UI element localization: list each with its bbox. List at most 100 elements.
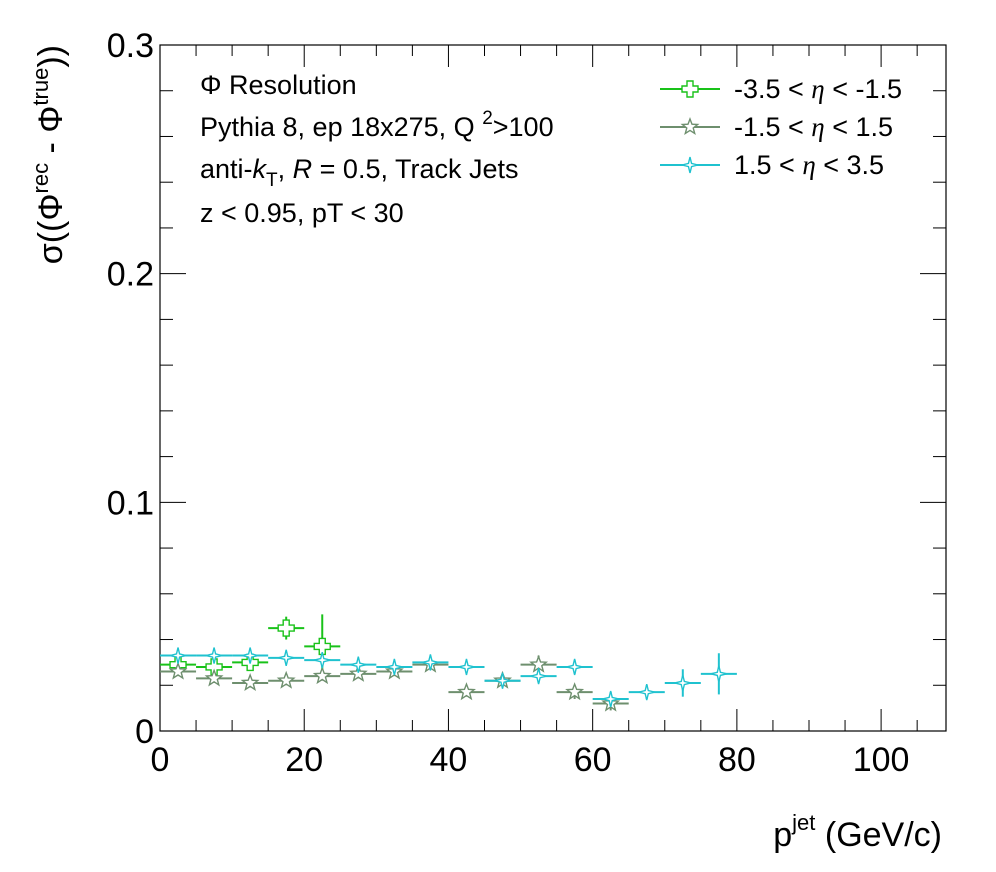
data-point [700, 653, 737, 695]
legend-label-1-post: < -1.5 [825, 74, 902, 104]
annotation-line-1: Φ Resolution [200, 70, 357, 100]
point-marker [204, 668, 224, 687]
annotation-line-2-pre: Pythia 8, ep 18x275, Q [200, 112, 482, 142]
legend-entry-3: 1.5 < η < 3.5 [660, 150, 884, 180]
legend-label-3: 1.5 < η < 3.5 [734, 150, 884, 180]
data-point [268, 649, 305, 666]
point-marker [566, 658, 583, 676]
data-point [376, 658, 413, 676]
x-axis-title-tail: (GeV/c) [815, 816, 942, 854]
data-point [196, 668, 233, 687]
legend-marker-shape [680, 117, 700, 136]
series-3 [160, 647, 737, 708]
annotation-line-2: Pythia 8, ep 18x275, Q 2>100 [200, 108, 554, 142]
x-tick-label: 0 [151, 741, 170, 779]
y-axis-title-sup-true: true [28, 68, 53, 106]
y-axis-title-sup-rec: rec [28, 163, 53, 194]
y-axis-title-post: )) [32, 45, 70, 68]
point-marker [348, 663, 368, 682]
point-marker [313, 637, 331, 656]
data-point [664, 669, 701, 697]
x-axis-title-sup: jet [791, 810, 815, 835]
annotation-line-2-post: >100 [493, 112, 554, 142]
y-axis-title: σ((Φrec - Φtrue)) [28, 45, 70, 264]
data-points [160, 614, 737, 712]
legend-marker-2 [680, 117, 700, 136]
annotation-line-3-k: k [253, 154, 268, 184]
legend-label-2: -1.5 < η < 1.5 [734, 112, 893, 142]
y-tick-label: 0 [135, 713, 154, 751]
point-marker [602, 690, 619, 708]
data-point [556, 682, 593, 701]
annotation-line-3-r: R [293, 154, 313, 184]
point-marker [530, 667, 547, 685]
data-point [628, 683, 665, 701]
legend-label-1-eta: η [811, 74, 824, 104]
legend-label-3-pre: 1.5 < [734, 150, 802, 180]
point-marker [169, 647, 187, 664]
annotation-line-3-pre: anti- [200, 154, 253, 184]
tick-labels: 0 20 40 60 80 100 0 0.1 0.2 0.3 [107, 27, 910, 779]
data-point [232, 673, 269, 692]
legend-label-1-pre: -3.5 < [734, 74, 811, 104]
data-point [340, 663, 377, 682]
legend-label-2-pre: -1.5 < [734, 112, 811, 142]
axis-ticks [159, 44, 946, 732]
data-point [556, 658, 593, 676]
x-tick-label: 20 [285, 741, 323, 779]
point-marker [456, 682, 476, 701]
point-marker [386, 658, 403, 676]
x-tick-label: 60 [574, 741, 612, 779]
annotation-block: Φ Resolution Pythia 8, ep 18x275, Q 2>10… [200, 70, 554, 228]
point-marker [314, 651, 331, 669]
x-tick-label: 40 [430, 741, 468, 779]
data-point [232, 647, 269, 664]
x-axis-title-base: p [773, 816, 792, 854]
point-marker [638, 683, 655, 701]
annotation-line-4: z < 0.95, pT < 30 [200, 198, 404, 228]
legend-marker-1 [681, 80, 699, 98]
legend-marker-shape [681, 80, 699, 98]
point-marker [278, 649, 295, 666]
plot-frame-rect [159, 44, 947, 732]
legend: -3.5 < η < -1.5 -1.5 < η < 1.5 1.5 < η <… [660, 74, 902, 180]
x-axis-title: pjet (GeV/c) [773, 810, 942, 854]
data-point [520, 667, 557, 685]
data-point [196, 647, 233, 664]
annotation-line-2-sup: 2 [482, 108, 493, 129]
point-marker [312, 666, 332, 685]
legend-marker-shape [681, 156, 699, 174]
y-tick-label: 0.2 [107, 256, 154, 294]
data-point [268, 670, 305, 689]
annotation-line-3: anti-kT, R = 0.5, Track Jets [200, 154, 519, 191]
legend-label-3-post: < 3.5 [816, 150, 884, 180]
legend-label-3-eta: η [802, 150, 815, 180]
data-point [268, 616, 305, 640]
data-point [160, 647, 197, 664]
point-marker [422, 654, 439, 671]
legend-label-2-eta: η [811, 112, 824, 142]
point-marker [565, 682, 585, 701]
legend-marker-3 [681, 156, 699, 174]
point-marker [350, 656, 367, 673]
annotation-line-3-post: = 0.5, Track Jets [312, 154, 518, 184]
point-marker [205, 658, 223, 676]
legend-entry-2: -1.5 < η < 1.5 [660, 112, 893, 142]
legend-label-1: -3.5 < η < -1.5 [734, 74, 902, 104]
y-tick-label: 0.3 [107, 27, 154, 65]
annotation-line-3-sub: T [266, 170, 278, 191]
data-point [448, 682, 485, 701]
point-marker [276, 670, 296, 689]
point-marker [494, 672, 511, 689]
data-point [304, 614, 341, 679]
point-marker [240, 673, 260, 692]
y-axis-title-pre: σ((Φ [32, 193, 70, 264]
data-point [304, 666, 341, 685]
annotation-line-3-mid: , [278, 154, 293, 184]
data-point [412, 654, 449, 671]
point-marker [674, 674, 691, 692]
point-marker [458, 658, 475, 676]
data-point [484, 672, 521, 689]
